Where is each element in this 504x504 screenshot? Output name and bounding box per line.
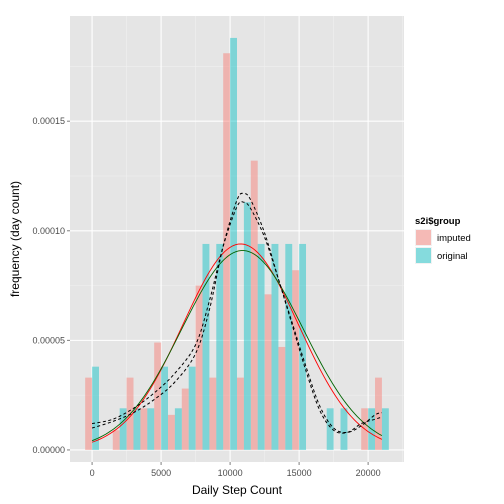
bar-imputed-6000 — [167, 414, 175, 450]
bar-imputed-14000 — [278, 346, 286, 450]
y-axis: 0.00000 0.00005 0.00010 0.00015 — [32, 116, 70, 455]
bar-original-8000 — [202, 243, 210, 450]
x-axis: 0 5000 10000 15000 20000 — [90, 462, 381, 478]
bar-original-5000 — [161, 366, 168, 450]
curves — [91, 192, 383, 443]
bar-original-10000 — [230, 37, 237, 450]
density-curve-1 — [91, 192, 383, 434]
bar-original-17000 — [326, 408, 334, 450]
x-tick-label: 10000 — [218, 468, 243, 478]
legend-item-imputed: imputed — [415, 229, 471, 246]
legend-item-original: original — [415, 247, 468, 264]
bar-original-14000 — [285, 243, 293, 450]
bar-imputed-0 — [85, 377, 93, 450]
bar-imputed-9000 — [209, 377, 217, 450]
bar-original-3000 — [133, 408, 141, 450]
x-tick-label: 15000 — [287, 468, 312, 478]
bar-original-15000 — [299, 243, 307, 450]
bar-imputed-12000 — [250, 160, 258, 450]
legend-swatch-original — [416, 248, 431, 263]
bar-imputed-8000 — [195, 285, 203, 450]
y-tick-label: 0.00015 — [32, 116, 65, 126]
y-tick-label: 0.00000 — [32, 445, 65, 455]
legend-key-original — [415, 247, 432, 264]
bar-imputed-2000 — [112, 430, 120, 450]
bar-original-7000 — [188, 366, 196, 450]
density-curve-0 — [91, 201, 383, 434]
x-tick-label: 0 — [90, 468, 95, 478]
x-tick-label: 20000 — [356, 468, 381, 478]
x-tick-label: 5000 — [151, 468, 171, 478]
bar-imputed-7000 — [181, 388, 189, 450]
bar-imputed-13000 — [264, 294, 272, 450]
bar-original-11000 — [243, 202, 251, 450]
normal-curve-1 — [91, 250, 383, 442]
y-axis-title: frequency (day count) — [8, 181, 22, 297]
bar-imputed-10000 — [223, 53, 231, 450]
legend-swatch-imputed — [416, 230, 431, 245]
bar-original-6000 — [174, 408, 182, 450]
bar-original-21000 — [381, 408, 389, 450]
legend-title: s2i$group — [415, 216, 461, 227]
legend-key-imputed — [415, 229, 432, 246]
bar-imputed-4000 — [140, 408, 148, 450]
y-tick-label: 0.00005 — [32, 335, 65, 345]
bar-original-9000 — [216, 243, 224, 450]
panel-background — [70, 16, 404, 462]
legend: s2i$group imputed original — [415, 216, 471, 264]
bar-imputed-15000 — [292, 270, 300, 450]
bar-imputed-5000 — [154, 342, 162, 450]
bar-original-12000 — [257, 243, 265, 450]
normal-curve-0 — [91, 243, 383, 443]
bar-original-13000 — [271, 243, 279, 450]
bar-original-18000 — [340, 408, 348, 450]
bar-original-4000 — [147, 408, 155, 450]
bar-original-2000 — [119, 408, 127, 450]
legend-label-original: original — [437, 251, 468, 262]
legend-label-imputed: imputed — [437, 233, 471, 244]
bar-original-0 — [92, 366, 99, 450]
bar-imputed-11000 — [237, 377, 244, 450]
x-axis-title: Daily Step Count — [192, 483, 283, 497]
y-tick-label: 0.00010 — [32, 226, 65, 236]
